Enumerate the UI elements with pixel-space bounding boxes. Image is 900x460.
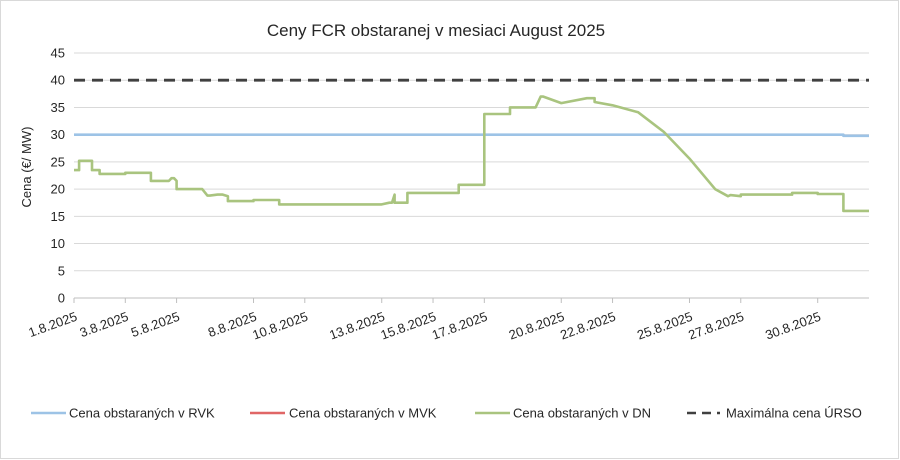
x-tick-label: 20.8.2025 — [507, 309, 566, 343]
y-tick-label: 20 — [51, 182, 65, 197]
y-tick-label: 0 — [58, 291, 65, 306]
x-tick-label: 1.8.2025 — [26, 309, 79, 340]
y-tick-label: 45 — [51, 46, 65, 61]
y-tick-label: 30 — [51, 127, 65, 142]
legend-label: Cena obstaraných v RVK — [69, 406, 215, 421]
x-tick-label: 22.8.2025 — [558, 309, 617, 343]
x-tick-label: 5.8.2025 — [129, 309, 182, 340]
x-tick-label: 25.8.2025 — [635, 309, 694, 343]
y-axis-label: Cena (€/ MW) — [19, 127, 34, 208]
y-tick-label: 40 — [51, 73, 65, 88]
x-tick-label: 15.8.2025 — [379, 309, 438, 343]
x-tick-label: 30.8.2025 — [763, 309, 822, 343]
legend-label: Maximálna cena ÚRSO — [726, 406, 862, 421]
chart-title: Ceny FCR obstaranej v mesiaci August 202… — [267, 21, 605, 40]
series-line-3 — [74, 95, 869, 213]
legend: Cena obstaraných v RVK Cena obstaraných v… — [31, 406, 862, 421]
x-tick-label: 10.8.2025 — [250, 309, 309, 343]
grid — [74, 52, 869, 299]
legend-label: Cena obstaraných v DN — [513, 406, 651, 421]
x-tick-label: 13.8.2025 — [327, 309, 386, 343]
y-tick-label: 35 — [51, 100, 65, 115]
legend-label: Cena obstaraných v MVK — [289, 406, 437, 421]
y-tick-label: 10 — [51, 236, 65, 251]
x-tick-label: 27.8.2025 — [686, 309, 745, 343]
series-line-1 — [74, 133, 869, 138]
x-tick-label: 8.8.2025 — [206, 309, 259, 340]
y-axis: 0 5 10 15 20 25 30 35 40 45 — [51, 46, 65, 306]
y-tick-label: 5 — [58, 263, 65, 278]
x-tick-label: 17.8.2025 — [430, 309, 489, 343]
y-tick-label: 25 — [51, 154, 65, 169]
x-tick-label: 3.8.2025 — [78, 309, 131, 340]
y-tick-label: 15 — [51, 209, 65, 224]
series-layer — [74, 78, 869, 213]
